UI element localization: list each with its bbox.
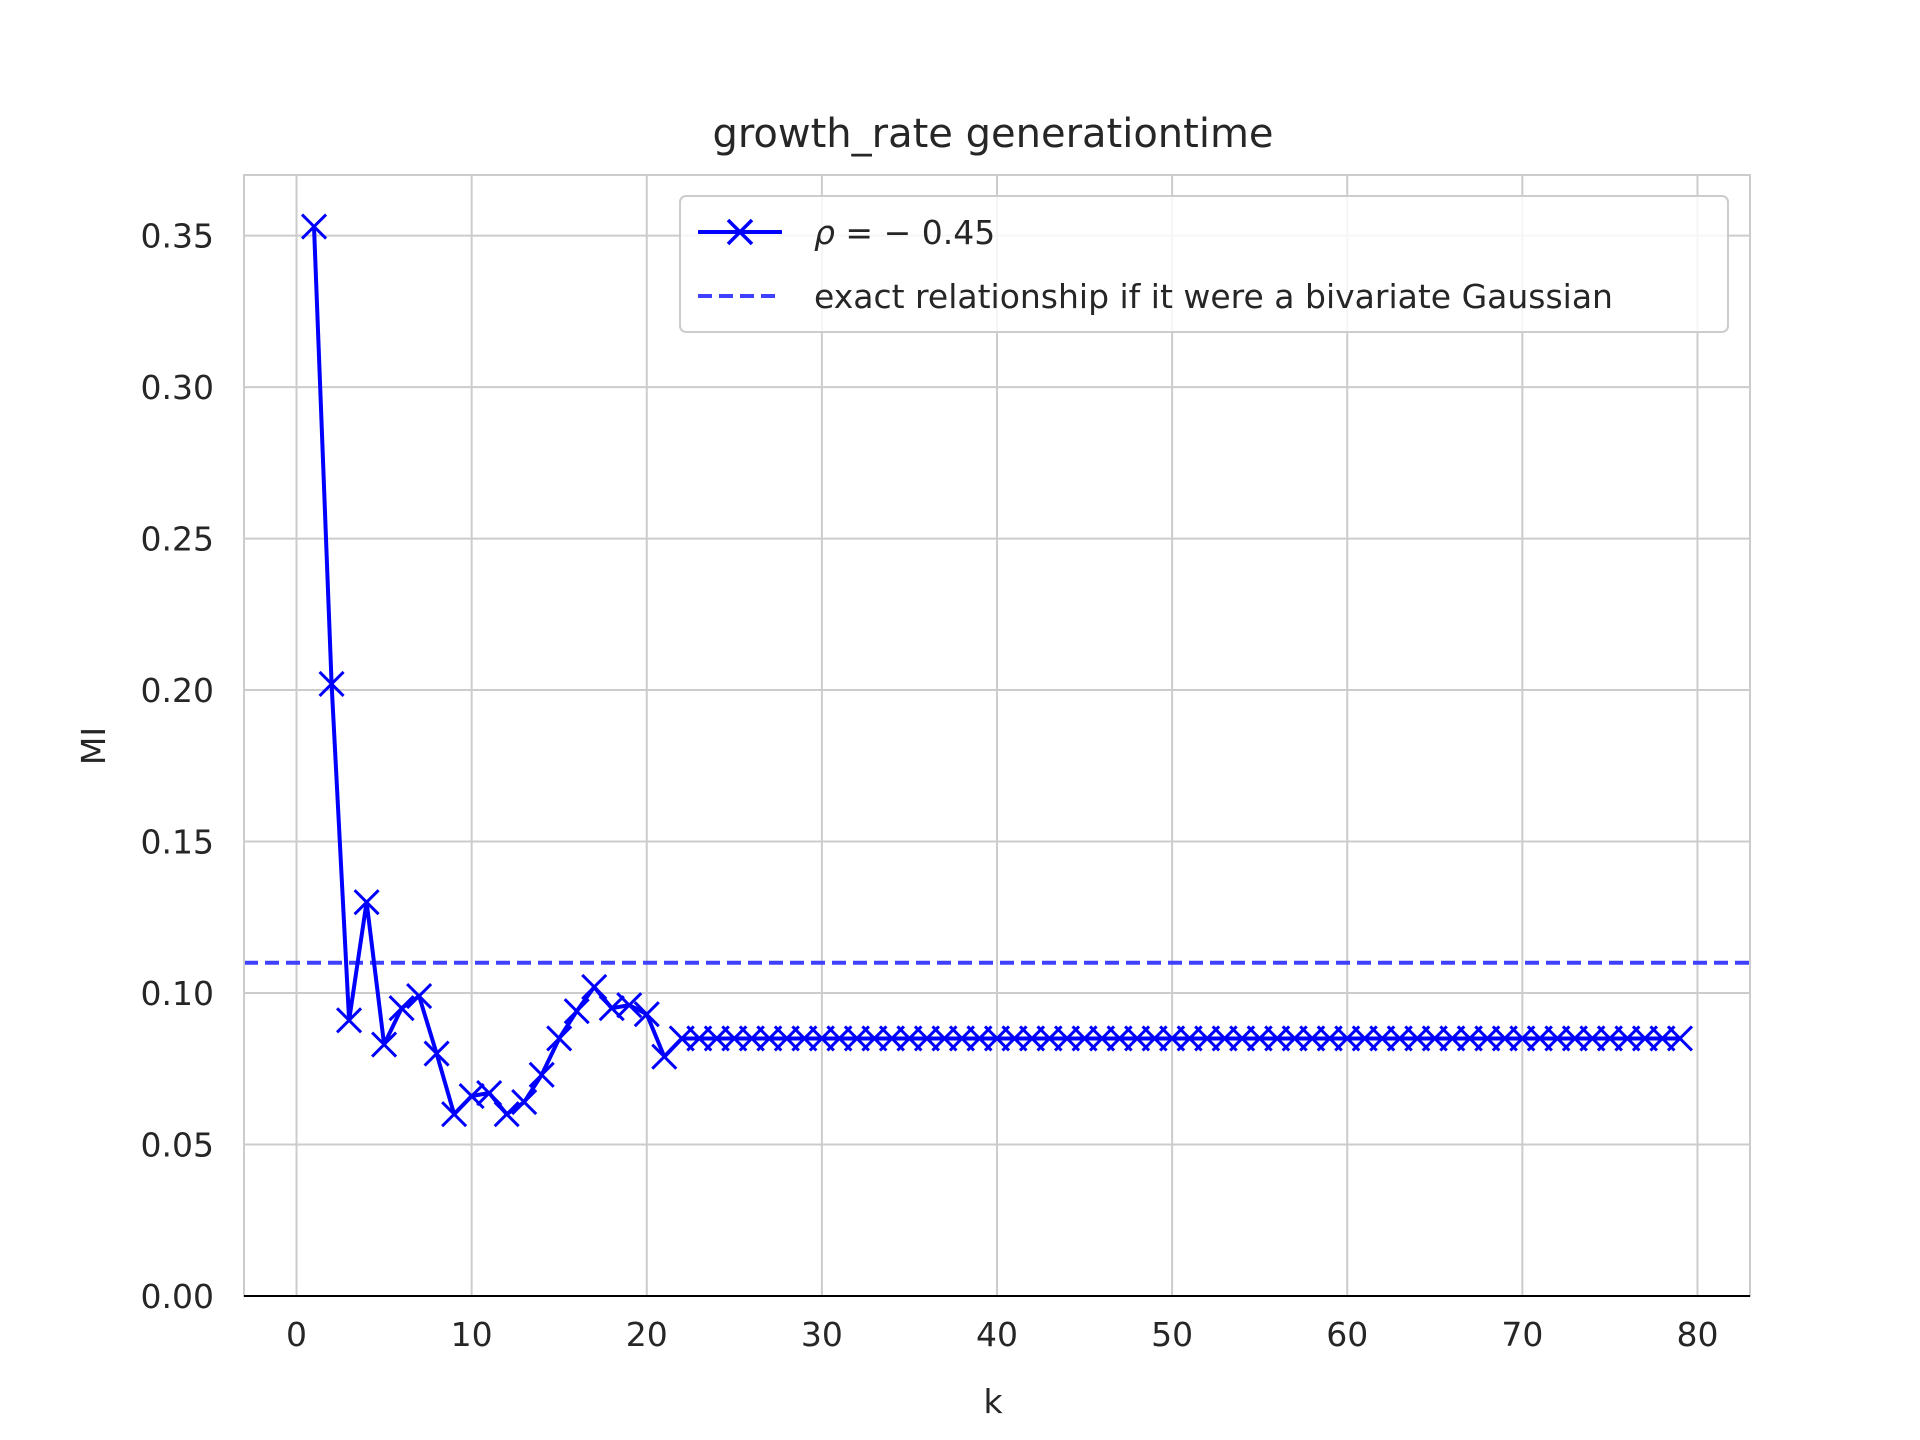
- point-mark: [581, 973, 608, 1001]
- point-mark: [616, 992, 643, 1019]
- point-mark: [476, 1079, 503, 1107]
- point-mark: [598, 995, 625, 1022]
- y-tick-label: 0.35: [141, 217, 214, 256]
- point-mark: [528, 1061, 555, 1088]
- point-mark: [371, 1031, 398, 1058]
- axes: [243, 174, 1751, 1297]
- legend-box: [679, 195, 1729, 333]
- point-mark: [633, 1001, 660, 1028]
- y-tick-labels: 0.00 0.05 0.10 0.15 0.20 0.25 0.30 0.35: [141, 217, 214, 1316]
- series-point: [563, 998, 590, 1025]
- point-mark: [458, 1082, 485, 1110]
- series-point: [336, 1007, 363, 1034]
- point-mark: [388, 995, 415, 1022]
- point-mark: [318, 670, 345, 698]
- series-point: [371, 1031, 398, 1058]
- point-mark: [1666, 1025, 1694, 1052]
- x-tick-label: 40: [976, 1315, 1018, 1354]
- x-tick-label: 60: [1326, 1315, 1368, 1354]
- series-point: [493, 1101, 520, 1128]
- series-point: [300, 213, 328, 240]
- legend-series-marker: [726, 218, 754, 246]
- x-tick-labels: 0 10 20 30 40 50 60 70 80: [286, 1315, 1718, 1354]
- x-tick-label: 70: [1501, 1315, 1543, 1354]
- series-point: [318, 670, 345, 698]
- x-axis-label: k: [983, 1382, 1003, 1421]
- point-mark: [493, 1101, 520, 1128]
- series-point: [528, 1061, 555, 1088]
- series-point: [616, 992, 643, 1019]
- point-mark: [563, 998, 590, 1025]
- series-point: [476, 1079, 503, 1107]
- x-tick-label: 0: [286, 1315, 307, 1354]
- legend-rho: ρ =: [814, 213, 884, 252]
- series-point: [511, 1089, 538, 1116]
- point-mark: [423, 1040, 450, 1067]
- point-mark: [511, 1089, 538, 1116]
- legend-series-label: ρ = − 0.45: [814, 213, 995, 252]
- point-mark: [336, 1007, 363, 1034]
- y-tick-label: 0.25: [141, 520, 214, 559]
- point-mark: [300, 213, 328, 240]
- series-point: [633, 1001, 660, 1028]
- x-tick-label: 50: [1151, 1315, 1193, 1354]
- series-point: [423, 1040, 450, 1067]
- y-tick-label: 0.30: [141, 368, 214, 407]
- legend: ρ = − 0.45 exact relationship if it were…: [679, 195, 1729, 333]
- series-point: [388, 995, 415, 1022]
- point-mark: [353, 889, 380, 916]
- series-point: [353, 889, 380, 916]
- grid-lines: [244, 175, 1750, 1297]
- x-tick-label: 10: [451, 1315, 493, 1354]
- series-point: [1666, 1025, 1694, 1052]
- point-mark: [406, 982, 433, 1010]
- y-tick-label: 0.10: [141, 974, 214, 1013]
- series-point: [581, 973, 608, 1001]
- series-layer: [300, 213, 1694, 1128]
- x-tick-label: 20: [626, 1315, 668, 1354]
- series-point: [406, 982, 433, 1010]
- legend-rho-value: − 0.45: [884, 213, 996, 252]
- x-tick-label: 30: [801, 1315, 843, 1354]
- chart-title: growth_rate generationtime: [712, 111, 1273, 157]
- y-tick-label: 0.00: [141, 1277, 214, 1316]
- legend-reference-label: exact relationship if it were a bivariat…: [814, 277, 1613, 316]
- y-tick-label: 0.15: [141, 823, 214, 862]
- x-tick-label: 80: [1676, 1315, 1718, 1354]
- series-point: [546, 1025, 573, 1052]
- y-tick-label: 0.05: [141, 1126, 214, 1165]
- y-axis-label: MI: [74, 727, 113, 765]
- point-mark: [546, 1025, 573, 1052]
- y-tick-label: 0.20: [141, 671, 214, 710]
